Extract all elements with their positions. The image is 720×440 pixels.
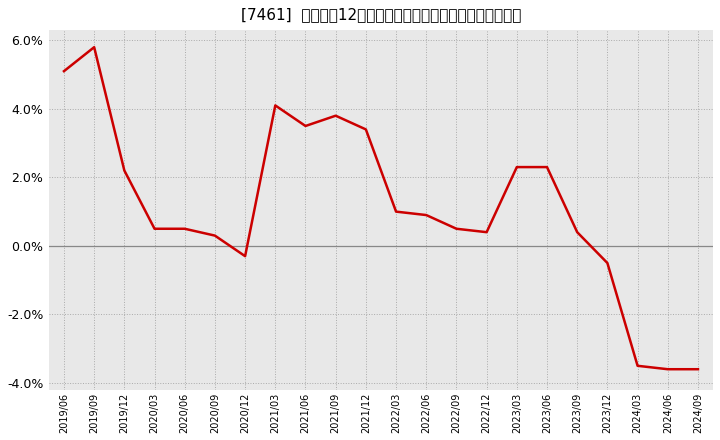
Title: [7461]  売上高の12か月移動合計の対前年同期増減率の推移: [7461] 売上高の12か月移動合計の対前年同期増減率の推移 (240, 7, 521, 22)
